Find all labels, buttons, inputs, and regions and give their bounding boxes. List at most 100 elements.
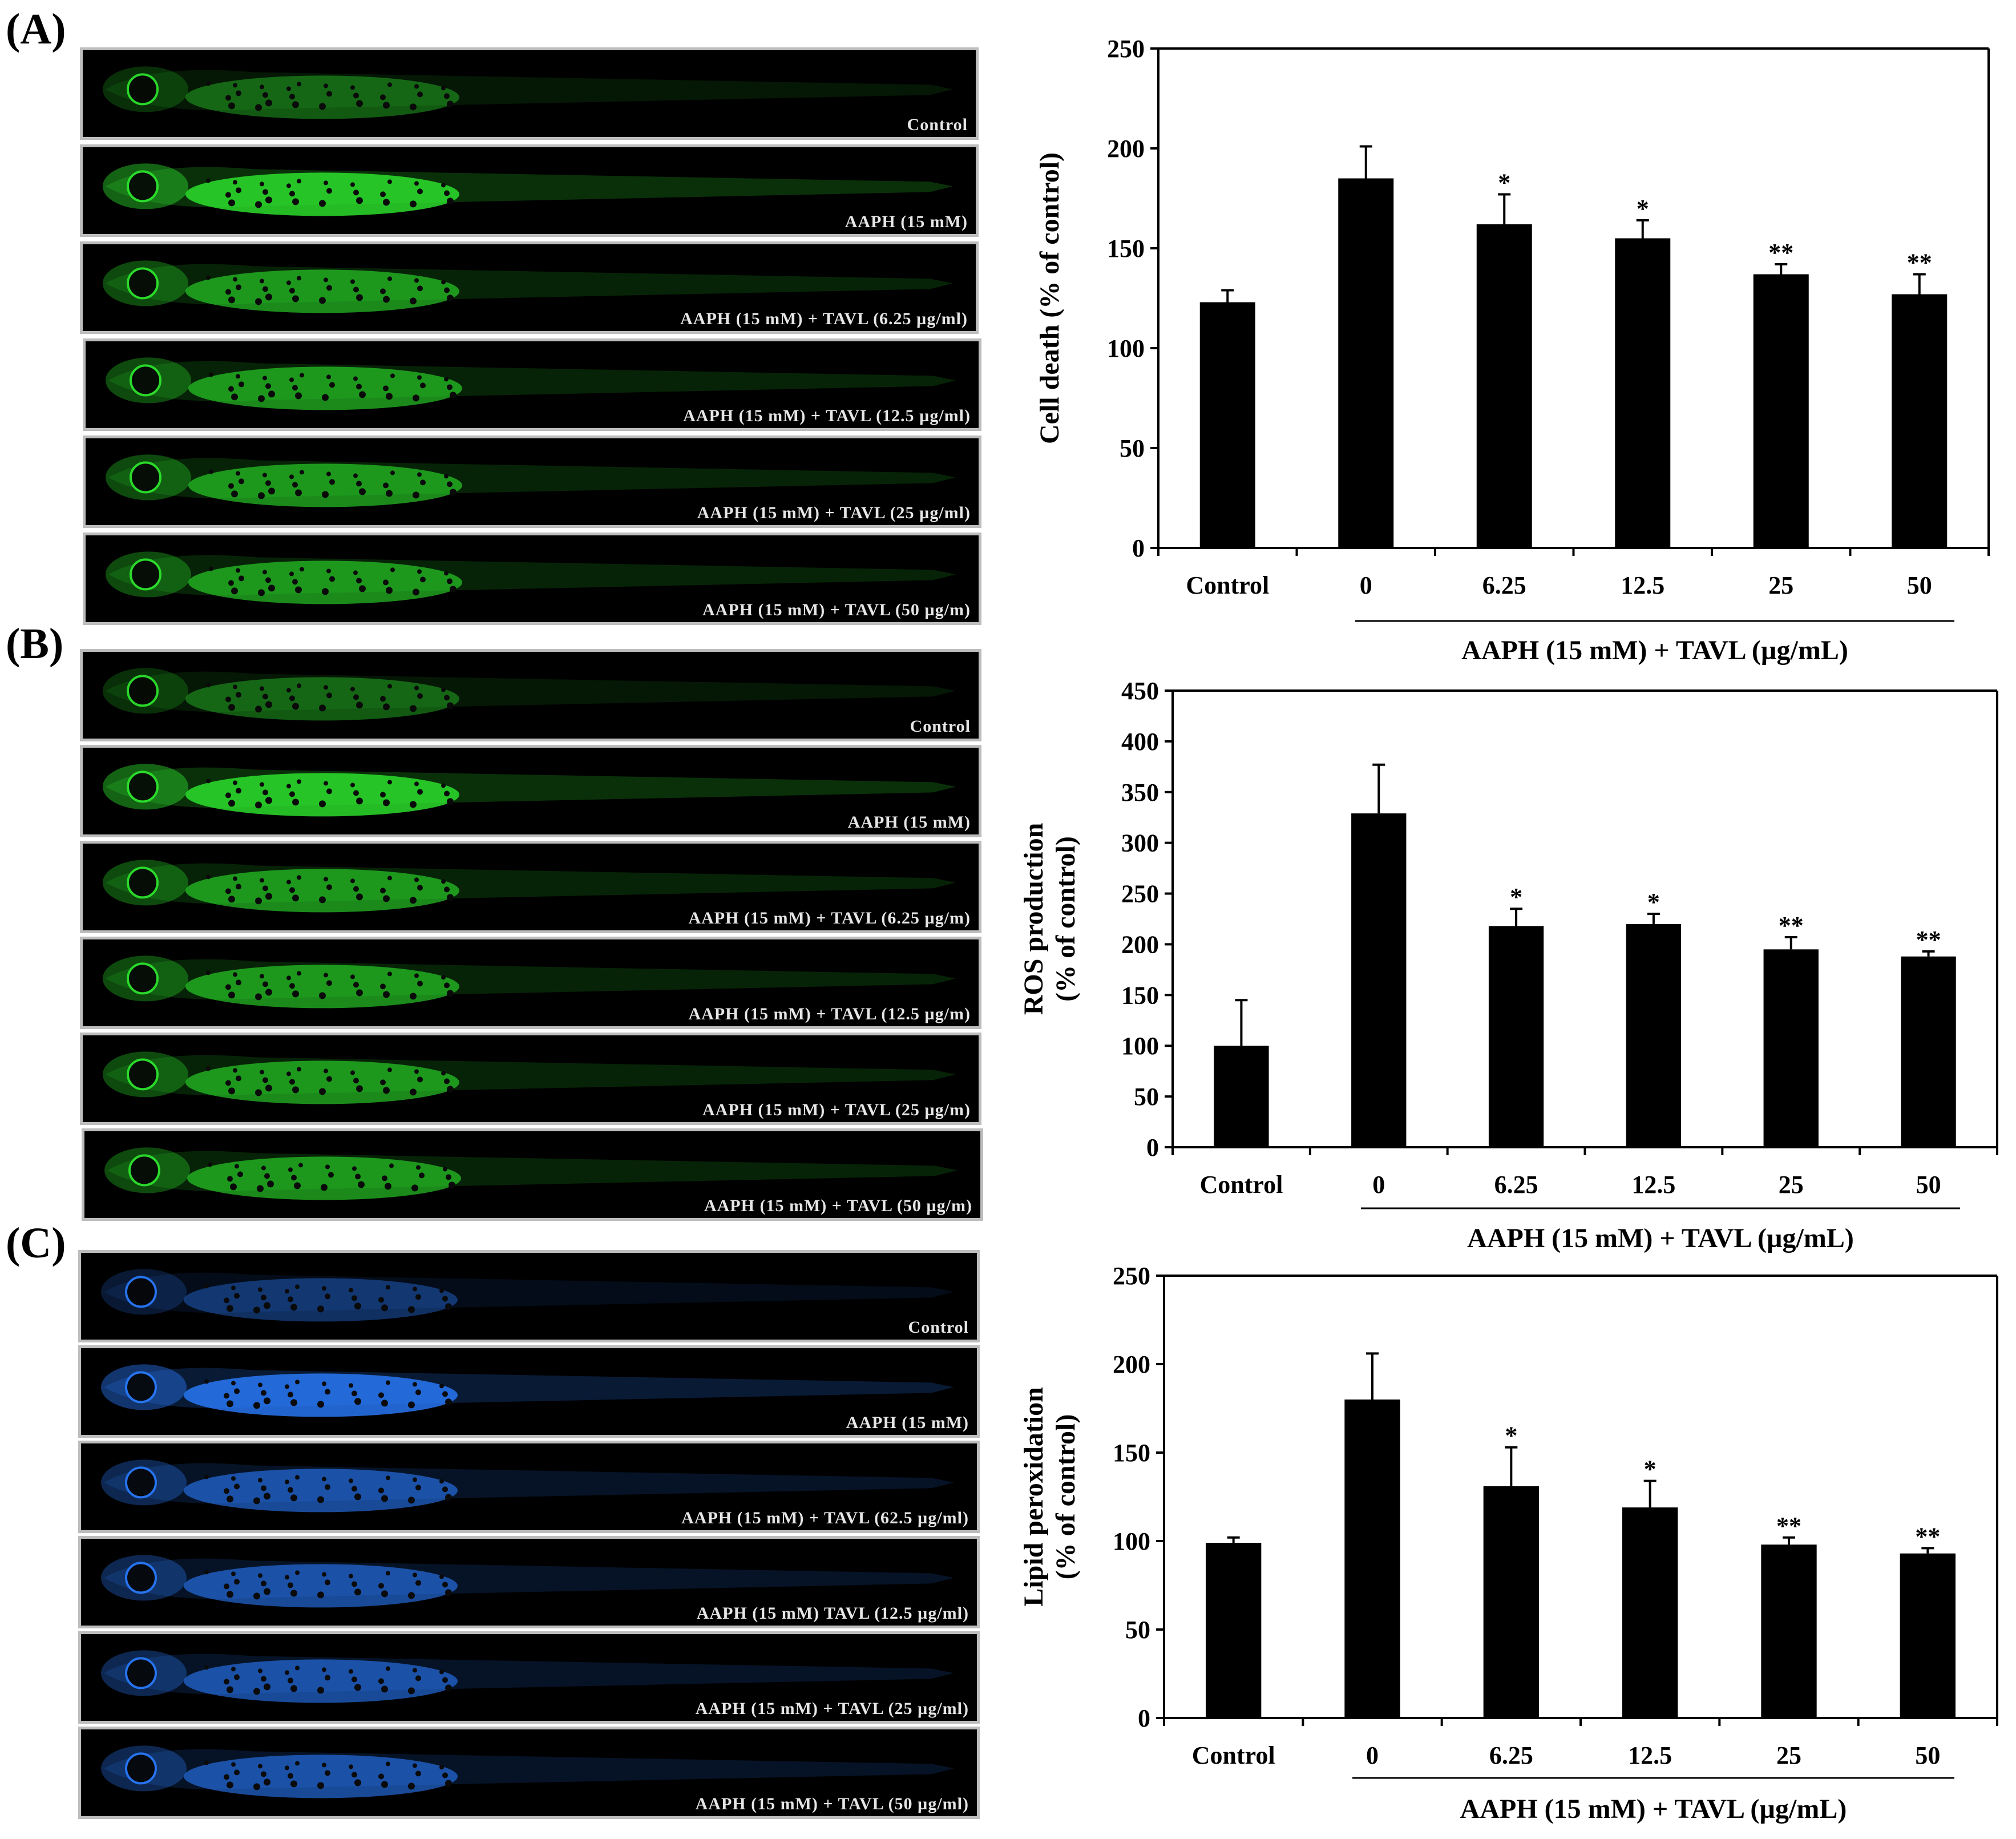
fish-image: AAPH (15 mM) — [80, 144, 979, 237]
bar — [1338, 178, 1394, 548]
fish-image: Control — [78, 1250, 980, 1342]
y-tick-label: 50 — [1134, 1083, 1159, 1111]
y-tick-label: 400 — [1121, 728, 1159, 756]
bar — [1900, 1553, 1956, 1718]
zebrafish-larva-graphic — [106, 357, 956, 410]
fish-condition-label: AAPH (15 mM) + TAVL (6.25 µg/ml) — [680, 309, 968, 328]
y-tick-label: 100 — [1113, 1527, 1150, 1555]
y-tick-label: 300 — [1121, 829, 1159, 857]
category-label: Control — [1192, 1741, 1275, 1769]
zebrafish-larva-graphic — [106, 454, 956, 507]
fish-condition-label: AAPH (15 mM) + TAVL (6.25 µg/m) — [688, 909, 971, 927]
significance-marker: ** — [1768, 239, 1793, 267]
y-tick-label: 0 — [1138, 1704, 1150, 1732]
y-axis-label: Lipid peroxidation — [1019, 1387, 1049, 1607]
bar — [1763, 949, 1819, 1147]
panel-letter-c: (C) — [6, 1219, 66, 1267]
significance-marker: * — [1510, 883, 1522, 911]
x-axis-label: AAPH (15 mM) + TAVL (µg/mL) — [1467, 1223, 1854, 1253]
fish-image: AAPH (15 mM) + TAVL (50 µg/m) — [83, 533, 981, 625]
zebrafish-larva-graphic — [103, 668, 956, 721]
fish-image: AAPH (15 mM) + TAVL (12.5 µg/ml) — [83, 338, 981, 431]
zebrafish-larva-graphic — [103, 1051, 956, 1104]
zebrafish-larva-graphic — [103, 955, 956, 1009]
y-tick-label: 150 — [1107, 235, 1145, 263]
category-label: 25 — [1768, 571, 1793, 599]
fish-image: AAPH (15 mM) + TAVL (12.5 µg/m) — [80, 937, 981, 1029]
zebrafish-larva-graphic — [101, 1269, 954, 1322]
category-label: Control — [1186, 571, 1269, 599]
fish-image: AAPH (15 mM) + TAVL (25 µg/ml) — [78, 1631, 980, 1724]
category-label: 6.25 — [1494, 1171, 1538, 1199]
fish-condition-label: Control — [908, 1318, 969, 1337]
fish-condition-label: Control — [907, 115, 968, 134]
category-label: 0 — [1372, 1171, 1385, 1199]
fish-image: AAPH (15 mM) + TAVL (50 µg/m) — [82, 1128, 983, 1221]
category-label: Control — [1199, 1171, 1283, 1199]
fish-condition-label: AAPH (15 mM) + TAVL (25 µg/ml) — [695, 1699, 969, 1718]
significance-marker: ** — [1907, 249, 1932, 277]
zebrafish-larva-graphic — [104, 1147, 958, 1200]
bar — [1351, 813, 1407, 1147]
significance-marker: ** — [1916, 926, 1941, 954]
y-tick-label: 100 — [1107, 334, 1145, 362]
ros-production-chart: 0 50 100 150 200 250 300 350 400 450 Control 0 * 6.25… — [1019, 677, 1998, 1253]
fish-condition-label: AAPH (15 mM) + TAVL (62.5 µg/ml) — [681, 1509, 969, 1527]
y-tick-label: 50 — [1120, 434, 1145, 462]
y-tick-label: 150 — [1113, 1439, 1150, 1467]
y-tick-label: 200 — [1113, 1350, 1150, 1378]
bar — [1476, 224, 1532, 548]
category-label: 6.25 — [1489, 1741, 1533, 1769]
significance-marker: * — [1498, 169, 1510, 197]
significance-marker: ** — [1776, 1512, 1801, 1540]
y-tick-label: 50 — [1125, 1616, 1150, 1644]
category-label: 50 — [1907, 571, 1932, 599]
fish-image: AAPH (15 mM) + TAVL (25 µg/m) — [80, 1033, 981, 1125]
bar — [1344, 1400, 1400, 1718]
fish-condition-label: AAPH (15 mM) + TAVL (25 µg/m) — [702, 1100, 971, 1119]
y-tick-label: 450 — [1121, 677, 1159, 705]
zebrafish-larva-graphic — [103, 860, 956, 913]
fish-condition-label: AAPH (15 mM) — [846, 1413, 969, 1432]
fish-image: AAPH (15 mM) TAVL (12.5 µg/ml) — [78, 1536, 980, 1628]
zebrafish-larva-graphic — [101, 1555, 954, 1608]
bar — [1483, 1486, 1539, 1718]
bar — [1488, 926, 1544, 1147]
cell-death-chart: 0 50 100 150 200 250 Control 0 * 6.25 * 12.5 ** 25 ** 5… — [1035, 35, 1990, 666]
zebrafish-larva-graphic — [101, 1650, 954, 1703]
fish-image: AAPH (15 mM) + TAVL (6.25 µg/m) — [80, 841, 981, 933]
zebrafish-larva-graphic — [106, 551, 956, 604]
y-tick-label: 0 — [1146, 1134, 1159, 1162]
bar — [1214, 1046, 1269, 1147]
fish-condition-label: AAPH (15 mM) — [847, 813, 971, 832]
zebrafish-larva-graphic — [103, 260, 953, 313]
fish-image: AAPH (15 mM) + TAVL (25 µg/ml) — [83, 435, 981, 528]
category-label: 0 — [1366, 1741, 1379, 1769]
y-tick-label: 100 — [1121, 1032, 1159, 1060]
fish-condition-label: AAPH (15 mM) + TAVL (50 µg/ml) — [695, 1794, 969, 1813]
x-axis-label: AAPH (15 mM) + TAVL (µg/mL) — [1460, 1794, 1847, 1824]
bar — [1615, 238, 1671, 548]
fish-image: AAPH (15 mM) + TAVL (6.25 µg/ml) — [80, 241, 979, 334]
fish-condition-label: AAPH (15 mM) + TAVL (12.5 µg/m) — [688, 1005, 971, 1023]
zebrafish-larva-graphic — [101, 1745, 954, 1798]
fish-condition-label: AAPH (15 mM) + TAVL (50 µg/m) — [702, 600, 971, 619]
fish-image: AAPH (15 mM) + TAVL (50 µg/ml) — [78, 1727, 980, 1819]
y-tick-label: 250 — [1121, 880, 1159, 908]
zebrafish-larva-graphic — [101, 1364, 954, 1417]
category-label: 25 — [1779, 1171, 1804, 1199]
fish-condition-label: AAPH (15 mM) TAVL (12.5 µg/ml) — [696, 1604, 969, 1623]
zebrafish-larva-graphic — [103, 66, 953, 119]
significance-marker: ** — [1779, 912, 1804, 939]
bar — [1199, 302, 1255, 548]
y-tick-label: 0 — [1132, 534, 1145, 562]
panel-letter-a: (A) — [6, 5, 66, 53]
fish-image: AAPH (15 mM) — [80, 745, 981, 837]
bar — [1622, 1507, 1678, 1718]
significance-marker: * — [1647, 888, 1660, 916]
fish-image: AAPH (15 mM) — [78, 1345, 980, 1438]
fish-condition-label: AAPH (15 mM) + TAVL (25 µg/ml) — [697, 503, 971, 522]
y-axis-label: ROS production — [1019, 823, 1049, 1015]
category-label: 50 — [1915, 1741, 1940, 1769]
fish-condition-label: AAPH (15 mM) + TAVL (12.5 µg/ml) — [683, 406, 971, 425]
